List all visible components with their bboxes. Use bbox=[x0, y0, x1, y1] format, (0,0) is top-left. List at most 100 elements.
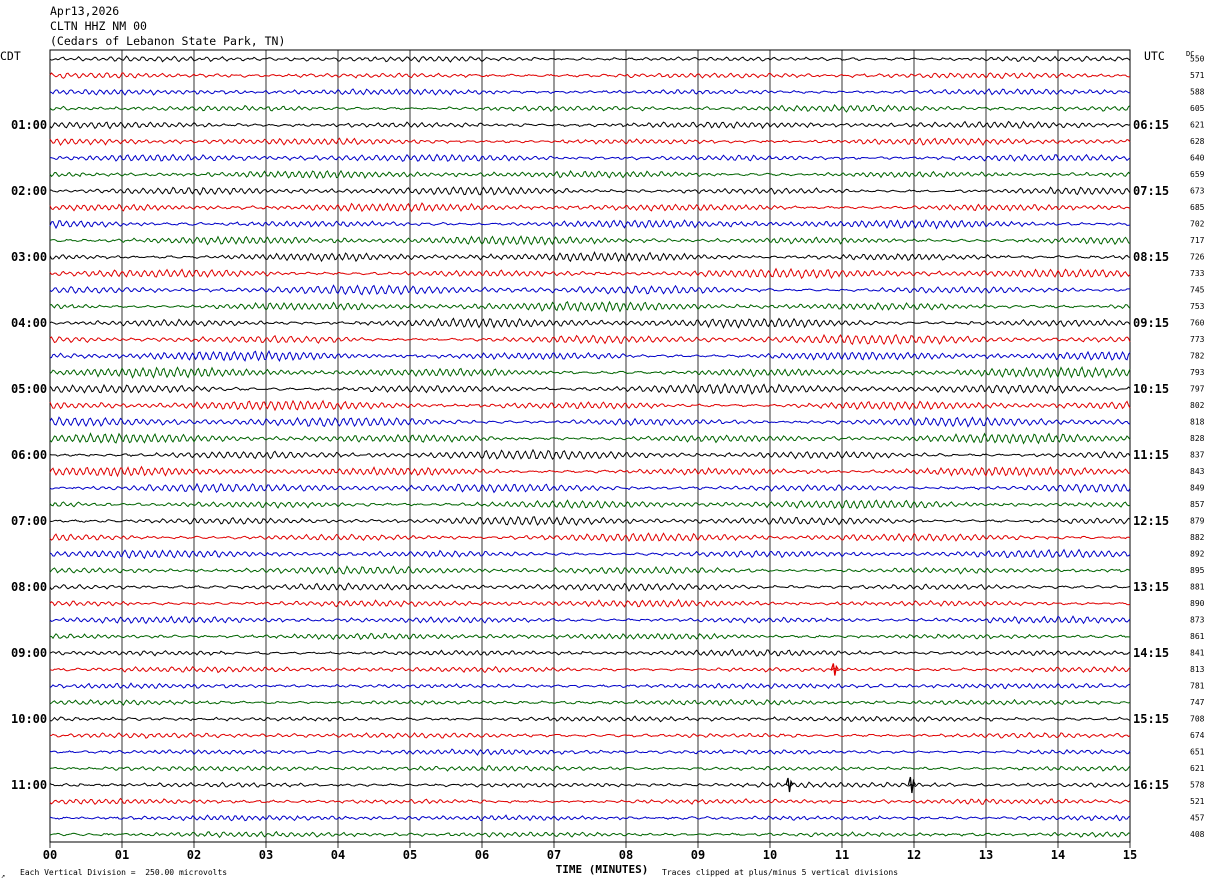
right-hour-label: 10:15 bbox=[1133, 382, 1169, 396]
trace-line bbox=[49, 582, 1131, 592]
corner-mark: ↗ bbox=[1, 872, 6, 880]
dc-offset-label: 578 bbox=[1190, 781, 1205, 790]
trace-line bbox=[49, 830, 1131, 839]
left-hour-label: 01:00 bbox=[11, 118, 47, 132]
trace-line bbox=[49, 72, 1131, 80]
trace-line bbox=[49, 797, 1131, 806]
x-tick-label: 14 bbox=[1051, 848, 1065, 862]
trace-line bbox=[49, 333, 1131, 346]
dc-offset-label: 890 bbox=[1190, 599, 1205, 608]
trace-line bbox=[49, 482, 1131, 494]
trace-line bbox=[49, 814, 1131, 822]
dc-offset-label: 802 bbox=[1190, 401, 1205, 410]
x-tick-label: 00 bbox=[43, 848, 57, 862]
dc-offset-label: 571 bbox=[1190, 71, 1205, 80]
dc-offset-label: 828 bbox=[1190, 434, 1205, 443]
trace-line bbox=[49, 515, 1131, 526]
dc-offset-label: 861 bbox=[1190, 632, 1205, 641]
dc-offset-label: 793 bbox=[1190, 368, 1205, 377]
trace-line bbox=[49, 731, 1131, 739]
x-tick-label: 07 bbox=[547, 848, 561, 862]
x-tick-label: 08 bbox=[619, 848, 633, 862]
dc-offset-label: 857 bbox=[1190, 500, 1205, 509]
dc-offset-label: 640 bbox=[1190, 154, 1205, 163]
dc-offset-label: 882 bbox=[1190, 533, 1205, 542]
dc-offset-label: 550 bbox=[1190, 55, 1205, 64]
dc-offset-label: 457 bbox=[1190, 814, 1205, 823]
plot-frame bbox=[49, 49, 1131, 843]
trace-line bbox=[49, 120, 1131, 130]
trace-line bbox=[49, 765, 1131, 772]
dc-offset-label: 895 bbox=[1190, 566, 1205, 575]
dc-offset-label: 745 bbox=[1190, 286, 1205, 295]
transient-spike bbox=[785, 777, 794, 793]
trace-line bbox=[49, 186, 1131, 196]
x-tick-label: 11 bbox=[835, 848, 849, 862]
left-hour-label: 10:00 bbox=[11, 712, 47, 726]
trace-line bbox=[49, 465, 1131, 478]
dc-offset-label: 760 bbox=[1190, 319, 1205, 328]
dc-offset-label: 659 bbox=[1190, 170, 1205, 179]
trace-line bbox=[49, 169, 1131, 180]
trace-line bbox=[49, 632, 1131, 641]
dc-offset-label: 733 bbox=[1190, 269, 1205, 278]
dc-offset-label: 892 bbox=[1190, 550, 1205, 559]
dc-offset-label: 773 bbox=[1190, 335, 1205, 344]
dc-offset-label: 685 bbox=[1190, 203, 1205, 212]
right-hour-label: 16:15 bbox=[1133, 778, 1169, 792]
header-station: CLTN HHZ NM 00 bbox=[50, 19, 147, 33]
trace-line bbox=[49, 365, 1131, 379]
x-tick-label: 06 bbox=[475, 848, 489, 862]
right-hour-label: 09:15 bbox=[1133, 316, 1169, 330]
clip-note: Traces clipped at plus/minus 5 vertical … bbox=[662, 868, 899, 877]
dc-offset-label: 841 bbox=[1190, 649, 1205, 658]
dc-offset-label: 651 bbox=[1190, 748, 1205, 757]
x-tick-label: 01 bbox=[115, 848, 129, 862]
left-timezone: CDT bbox=[0, 49, 21, 63]
dc-offset-label: 781 bbox=[1190, 682, 1205, 691]
dc-offset-label: 881 bbox=[1190, 583, 1205, 592]
dc-header: DC bbox=[1186, 50, 1195, 58]
x-tick-label: 10 bbox=[763, 848, 777, 862]
right-hour-label: 06:15 bbox=[1133, 118, 1169, 132]
dc-offset-label: 849 bbox=[1190, 484, 1205, 493]
dc-offset-label: 797 bbox=[1190, 385, 1205, 394]
trace-line bbox=[49, 202, 1131, 213]
dc-offset-label: 813 bbox=[1190, 665, 1205, 674]
trace-line bbox=[49, 219, 1131, 230]
trace-line bbox=[49, 137, 1131, 146]
trace-line bbox=[49, 267, 1131, 280]
left-hour-label: 06:00 bbox=[11, 448, 47, 462]
trace-line bbox=[49, 55, 1131, 63]
trace-line bbox=[49, 682, 1131, 690]
header-location: (Cedars of Lebanon State Park, TN) bbox=[50, 34, 286, 48]
dc-offset-label: 673 bbox=[1190, 187, 1205, 196]
trace-line bbox=[49, 532, 1131, 543]
dc-offset-label: 702 bbox=[1190, 220, 1205, 229]
dc-offset-label: 628 bbox=[1190, 137, 1205, 146]
x-tick-label: 04 bbox=[331, 848, 345, 862]
dc-offset-label: 753 bbox=[1190, 302, 1205, 311]
left-hour-label: 04:00 bbox=[11, 316, 47, 330]
left-hour-label: 07:00 bbox=[11, 514, 47, 528]
dc-offset-label: 747 bbox=[1190, 698, 1205, 707]
x-tick-label: 02 bbox=[187, 848, 201, 862]
trace-line bbox=[49, 235, 1131, 246]
trace-line bbox=[49, 748, 1131, 756]
scale-note: Each Vertical Division = 250.00 microvol… bbox=[20, 868, 228, 877]
trace-line bbox=[49, 349, 1131, 362]
trace-line bbox=[49, 432, 1131, 445]
trace-line bbox=[49, 665, 1131, 674]
x-tick-label: 12 bbox=[907, 848, 921, 862]
dc-offset-label: 843 bbox=[1190, 467, 1205, 476]
dc-offset-label: 408 bbox=[1190, 830, 1205, 839]
dc-offset-label: 674 bbox=[1190, 731, 1205, 740]
x-tick-label: 13 bbox=[979, 848, 993, 862]
trace-line bbox=[49, 781, 1131, 789]
trace-line bbox=[49, 284, 1131, 296]
dc-offset-label: 605 bbox=[1190, 104, 1205, 113]
right-hour-label: 13:15 bbox=[1133, 580, 1169, 594]
left-hour-label: 08:00 bbox=[11, 580, 47, 594]
trace-line bbox=[49, 416, 1131, 428]
